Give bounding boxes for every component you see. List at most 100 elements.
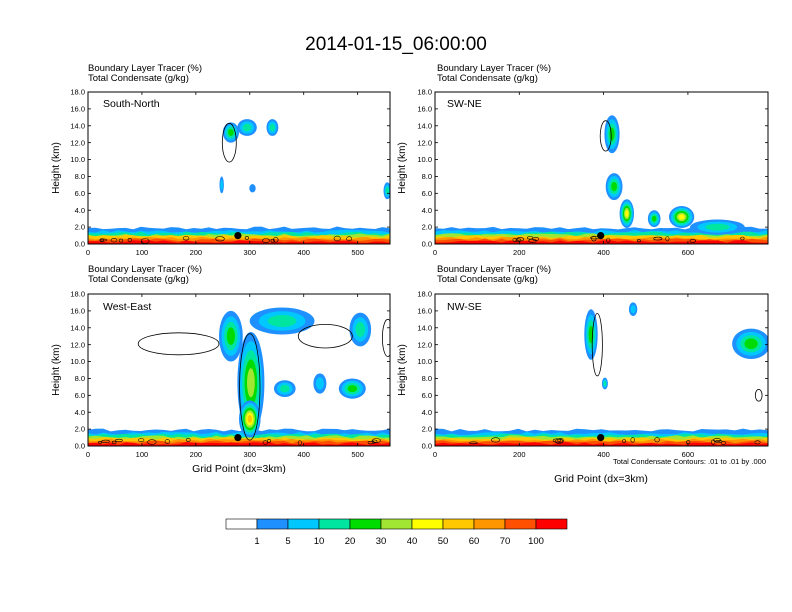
panel-west-east-x-ticks: 0 100 200 300 400 500 [86, 294, 364, 459]
panel-south-north-surface-contour-5 [273, 237, 279, 243]
panel-west-east: Boundary Layer Tracer (%) Total Condensa… [51, 264, 391, 475]
panel-nw-se-y-tick-label-1: 2.0 [422, 425, 432, 434]
panel-nw-se-y-tick-label-9: 18.0 [417, 290, 432, 299]
panel-nw-se-surface-contour-9 [630, 437, 635, 443]
panel-west-east-location-marker [234, 434, 242, 442]
panel-south-north-x-tick-label-1: 100 [136, 248, 149, 257]
colorbar-label-5: 40 [407, 536, 418, 547]
contour-footnote: Total Condensate Contours: .01 to .01 by… [613, 457, 766, 466]
panel-south-north-y-tick-label-9: 18.0 [70, 88, 85, 97]
panel-sw-ne-surface-contour-3 [528, 238, 537, 243]
panel-west-east-x-tick-label-3: 300 [244, 450, 257, 459]
panel-sw-ne-frame [434, 91, 769, 245]
colorbar-label-1: 5 [285, 536, 290, 547]
panel-sw-ne-surface-contour-5 [515, 238, 522, 242]
panel-west-east-y-tick-label-3: 6.0 [75, 391, 85, 400]
colorbar-label-6: 50 [438, 536, 449, 547]
panel-west-east-frame [87, 293, 391, 447]
panel-west-east-surface-contour-7 [297, 440, 302, 446]
panel-south-north-x-tick-label-0: 0 [86, 248, 90, 257]
panel-nw-se-condensate-contour-1 [754, 388, 763, 402]
colorbar-label-2: 10 [314, 536, 325, 547]
panel-west-east-y-tick-label-2: 4.0 [75, 408, 85, 417]
panel-west-east-cloud-0-level-4 [226, 327, 235, 346]
panel-south-north-x-tick-label-2: 200 [190, 248, 203, 257]
panel-south-north-condensate-contour-0 [221, 122, 237, 163]
panel-nw-se-surface-contour-5 [754, 440, 761, 445]
panel-south-north-background [88, 92, 390, 244]
panel-nw-se-surface-contour-6 [720, 440, 727, 445]
panel-nw-se-ylabel: Height (km) [397, 344, 408, 396]
panel-west-east-cloud-6-level-2 [315, 377, 324, 390]
panel-sw-ne-location-marker [597, 232, 605, 240]
panel-west-east-condensate-contour-1 [239, 333, 261, 441]
panel-west-east-boundary-band-7 [88, 442, 390, 446]
colorbar-swatch-3 [318, 518, 351, 530]
panel-nw-se-cloud-2-level-2 [630, 305, 636, 314]
panel-sw-ne-y-tick-label-7: 14.0 [417, 121, 432, 130]
panel-south-north-surface-contour-11 [127, 237, 132, 242]
panel-west-east-y-tick-label-7: 14.0 [70, 323, 85, 332]
panel-sw-ne-cloud-4-level-6 [678, 214, 685, 220]
panel-south-north-boundary-band-7 [88, 240, 390, 244]
panel-nw-se-var-label-1: Boundary Layer Tracer (%) [437, 264, 551, 275]
panel-nw-se-surface-contour-12 [491, 437, 501, 443]
panel-south-north-surface-contour-0 [270, 238, 275, 243]
panel-west-east-surface-contour-5 [164, 439, 171, 444]
colorbar-swatch-5 [380, 518, 413, 530]
panel-nw-se-surface-contour-3 [555, 438, 563, 444]
panel-sw-ne-surface-contour-13 [512, 238, 518, 242]
panel-sw-ne-surface-contour-10 [665, 236, 670, 242]
panel-west-east-cloud-7-level-4 [347, 385, 357, 393]
panel-nw-se-y-tick-label-6: 12.0 [417, 340, 432, 349]
panel-west-east-surface-contour-9 [111, 440, 117, 445]
panel-west-east-cloud-5-level-3 [280, 384, 290, 393]
panel-west-east-x-tick-label-4: 400 [297, 450, 310, 459]
panel-west-east-data [88, 307, 390, 446]
colorbar-label-7: 60 [469, 536, 480, 547]
panel-south-north-y-tick-label-7: 14.0 [70, 121, 85, 130]
panel-sw-ne-cloud-3-level-4 [652, 215, 657, 222]
panel-nw-se-x-tick-label-1: 200 [513, 450, 526, 459]
panel-west-east-surface-contour-6 [266, 438, 272, 443]
panel-south-north-data [88, 119, 390, 244]
panel-south-north-y-tick-label-0: 0.0 [75, 240, 85, 249]
panel-west-east-condensate-contour-0 [137, 332, 220, 356]
panel-south-north-surface-contour-8 [110, 238, 118, 243]
colorbar-swatch-0 [225, 518, 258, 530]
panel-south-north-y-tick-label-8: 16.0 [70, 104, 85, 113]
panel-south-north-x-tick-label-4: 400 [297, 248, 310, 257]
panel-south-north-name: South-North [103, 98, 160, 110]
panel-sw-ne-var-label-1: Boundary Layer Tracer (%) [437, 63, 551, 74]
colorbar-swatch-7 [442, 518, 475, 530]
panel-west-east-surface-contour-3 [98, 440, 102, 444]
panel-sw-ne-condensate-contour-0 [599, 120, 612, 152]
panel-sw-ne-surface-contour-1 [740, 236, 745, 241]
panel-sw-ne-x-tick-label-0: 0 [433, 248, 437, 257]
panel-south-north-cloud-0-level-4 [228, 129, 234, 136]
panel-nw-se-var-label-2: Total Condensate (g/kg) [437, 274, 538, 285]
panel-west-east-y-ticks: 0.0 2.0 4.0 6.0 8.0 10.0 12.0 14.0 16.0 18.0 [70, 290, 390, 451]
panel-south-north-y-tick-label-3: 6.0 [75, 189, 85, 198]
panel-south-north-var-label-2: Total Condensate (g/kg) [88, 73, 189, 84]
colorbar-swatch-9 [504, 518, 537, 530]
panel-west-east-x-tick-label-0: 0 [86, 450, 90, 459]
panel-nw-se-data [435, 302, 768, 446]
panel-nw-se-surface-contour-4 [622, 439, 627, 444]
panel-south-north-y-tick-label-5: 10.0 [70, 155, 85, 164]
panel-nw-se-plot-area [435, 294, 768, 446]
panel-west-east-cloud-4-level-3 [355, 322, 366, 337]
panel-west-east-y-tick-label-4: 8.0 [75, 374, 85, 383]
panel-south-north-x-ticks: 0 100 200 300 400 500 [86, 92, 364, 257]
panel-sw-ne-var-label-2: Total Condensate (g/kg) [437, 73, 538, 84]
panel-west-east-y-tick-label-5: 10.0 [70, 357, 85, 366]
panel-west-east-y-tick-label-9: 18.0 [70, 290, 85, 299]
panel-sw-ne-x-tick-label-3: 600 [682, 248, 695, 257]
panel-sw-ne-name: SW-NE [447, 98, 482, 110]
panel-south-north-surface-contour-13 [346, 236, 353, 242]
panel-west-east-cloud-2-level-7 [247, 415, 253, 423]
panel-west-east-var-label-1: Boundary Layer Tracer (%) [88, 264, 202, 275]
panel-west-east-surface-contour-13 [115, 438, 123, 442]
panel-west-east-ylabel: Height (km) [51, 344, 62, 396]
